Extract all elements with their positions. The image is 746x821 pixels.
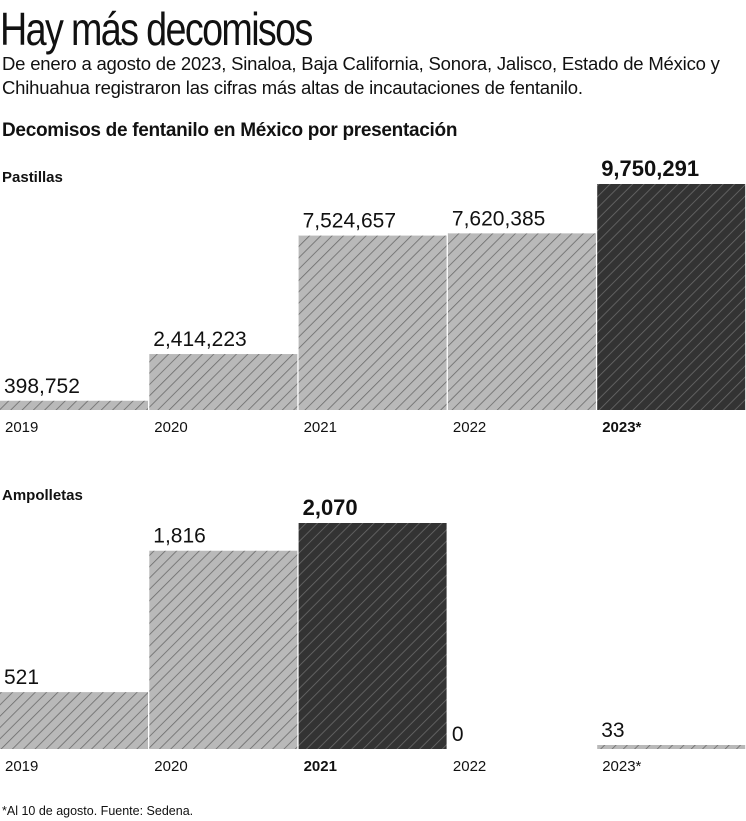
lede: De enero a agosto de 2023, Sinaloa, Baja…	[2, 53, 720, 98]
chart-title: Decomisos de fentanilo en México por pre…	[2, 120, 458, 141]
value-label: 7,524,657	[303, 210, 396, 233]
value-label: 2,414,223	[153, 328, 246, 351]
category-label: 2023*	[602, 758, 641, 775]
category-label: 2021	[304, 758, 337, 775]
headline: Hay más decomisos	[0, 3, 313, 55]
value-label: 398,752	[4, 375, 80, 398]
footnote: *Al 10 de agosto. Fuente: Sedena.	[2, 804, 194, 818]
bar-2021	[298, 523, 447, 749]
category-label: 2020	[154, 419, 187, 436]
bar-2019	[0, 692, 148, 749]
category-label: 2022	[453, 419, 486, 436]
bar-2020	[149, 354, 298, 410]
value-label: 1,816	[153, 525, 206, 548]
panel-title: Ampolletas	[2, 487, 83, 504]
bar-2023*	[597, 745, 746, 749]
pastillas-chart: Pastillas 398,752 2019 2,414,223 2020 7,524,6…	[0, 160, 746, 436]
bar-2022	[447, 233, 596, 410]
category-label: 2023*	[602, 419, 641, 436]
value-label: 521	[4, 666, 39, 689]
panel-title: Pastillas	[2, 169, 63, 186]
category-label: 2020	[154, 758, 187, 775]
bar-2023*	[597, 184, 746, 410]
bar-2020	[149, 550, 298, 749]
value-label: 9,750,291	[601, 160, 699, 181]
bar-2021	[298, 235, 447, 410]
bar-2019	[0, 400, 148, 410]
value-label: 2,070	[303, 495, 358, 520]
category-label: 2021	[304, 419, 337, 436]
value-label: 33	[601, 719, 624, 742]
pastillas-panel: Pastillas 398,752 2019 2,414,223 2020 7,524,6…	[0, 160, 746, 445]
value-label: 7,620,385	[452, 207, 545, 230]
ampolletas-chart: Ampolletas 521 2019 1,816 2020 2,070 2021 0 2022…	[0, 487, 746, 775]
category-label: 2019	[5, 419, 38, 436]
ampolletas-panel: Ampolletas 521 2019 1,816 2020 2,070 2021 0 2022…	[0, 478, 746, 783]
category-label: 2019	[5, 758, 38, 775]
value-label: 0	[452, 723, 464, 746]
category-label: 2022	[453, 758, 486, 775]
